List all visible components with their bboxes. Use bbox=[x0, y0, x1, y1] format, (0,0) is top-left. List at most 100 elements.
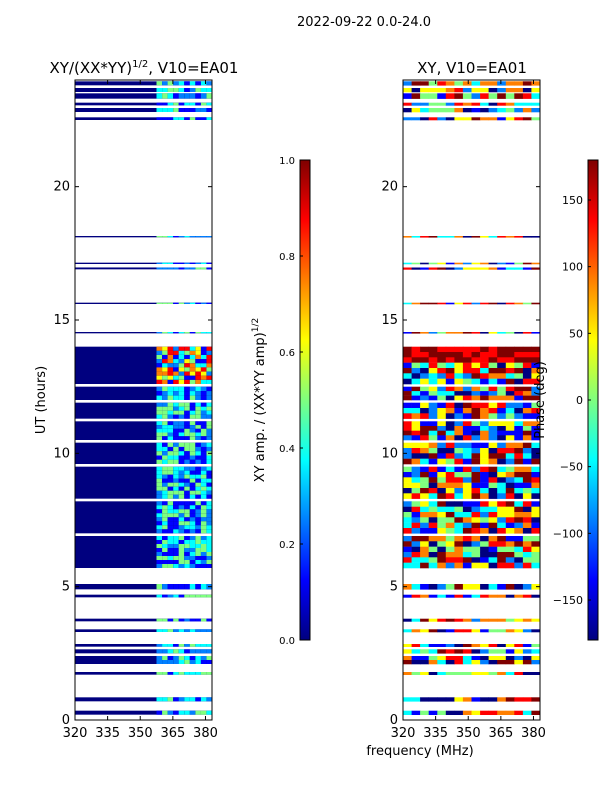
heatmap-cell bbox=[178, 478, 185, 483]
heatmap-cell bbox=[184, 656, 190, 660]
heatmap-cell bbox=[403, 378, 412, 385]
heatmap-cell bbox=[531, 482, 540, 489]
heatmap-cell bbox=[184, 629, 190, 632]
heatmap-cell bbox=[471, 391, 481, 396]
heatmap-cell bbox=[531, 472, 540, 478]
heatmap-cell bbox=[480, 352, 489, 358]
heatmap-cell bbox=[480, 584, 489, 590]
heatmap-cell bbox=[173, 108, 179, 112]
heatmap-cell bbox=[445, 93, 455, 99]
heatmap-cell bbox=[505, 302, 515, 305]
heatmap-cell bbox=[173, 505, 179, 510]
heatmap-cell bbox=[156, 262, 162, 264]
heatmap-cell bbox=[454, 618, 464, 622]
heatmap-cell bbox=[411, 236, 421, 238]
heatmap-cell bbox=[480, 402, 489, 409]
heatmap-cell bbox=[505, 346, 515, 353]
heatmap-cell bbox=[200, 455, 207, 460]
heatmap-cell bbox=[471, 453, 481, 459]
heatmap-cell bbox=[428, 656, 438, 661]
heatmap-cell bbox=[514, 262, 524, 265]
heatmap-cell bbox=[162, 501, 168, 506]
heatmap-cell bbox=[200, 432, 207, 437]
heatmap-cell bbox=[156, 442, 162, 447]
heatmap-cell bbox=[514, 522, 524, 529]
heatmap-cell bbox=[531, 346, 540, 353]
heatmap-cell bbox=[428, 644, 438, 647]
heatmap-cell bbox=[162, 88, 168, 92]
heatmap-cell bbox=[411, 517, 421, 523]
heatmap-cell bbox=[162, 367, 168, 372]
heatmap-cell bbox=[488, 710, 498, 715]
heatmap-cell bbox=[162, 442, 168, 447]
heatmap-cell bbox=[178, 672, 185, 675]
heatmap-cell bbox=[531, 506, 540, 513]
heatmap-cell bbox=[505, 697, 515, 702]
heatmap-cell bbox=[403, 466, 412, 473]
heatmap-cell bbox=[156, 302, 162, 304]
heatmap-cell bbox=[522, 506, 532, 513]
heatmap-cell bbox=[178, 108, 185, 112]
heatmap-cell bbox=[156, 513, 162, 518]
heatmap-cell bbox=[514, 644, 524, 647]
heatmap-cell bbox=[462, 552, 472, 558]
heatmap-cell bbox=[200, 672, 207, 675]
left-ylabel: UT (hours) bbox=[34, 366, 49, 434]
heatmap-cell bbox=[200, 451, 207, 456]
heatmap-cell bbox=[173, 474, 179, 479]
heatmap-cell bbox=[200, 391, 207, 396]
heatmap-cell bbox=[428, 102, 438, 106]
heatmap-cell bbox=[462, 430, 472, 436]
heatmap-cell bbox=[505, 386, 515, 392]
heatmap-cell bbox=[403, 644, 412, 647]
heatmap-cell bbox=[167, 355, 174, 360]
heatmap-cell bbox=[454, 562, 464, 569]
heatmap-cell bbox=[462, 267, 472, 270]
heatmap-cell bbox=[505, 672, 515, 675]
heatmap-cell bbox=[189, 509, 196, 514]
heatmap-cell bbox=[411, 482, 421, 489]
heatmap-cell bbox=[420, 477, 429, 483]
heatmap-cell bbox=[178, 540, 185, 544]
heatmap-cell bbox=[195, 644, 201, 647]
heatmap-cell bbox=[505, 453, 515, 459]
heatmap-cell bbox=[156, 474, 162, 479]
heatmap-cell bbox=[437, 618, 447, 622]
heatmap-cell bbox=[522, 413, 532, 419]
heatmap-cell bbox=[488, 262, 498, 265]
heatmap-cell bbox=[437, 262, 447, 265]
heatmap-cell bbox=[445, 584, 455, 590]
heatmap-cell bbox=[173, 386, 179, 392]
heatmap-cell bbox=[488, 102, 498, 106]
heatmap-cell bbox=[403, 448, 412, 454]
heatmap-cell bbox=[514, 649, 524, 654]
heatmap-cell bbox=[471, 362, 481, 369]
heatmap-cell bbox=[445, 378, 455, 385]
heatmap-cell bbox=[184, 367, 190, 372]
heatmap-cell bbox=[156, 552, 162, 556]
heatmap-cell bbox=[206, 486, 212, 491]
heatmap-cell bbox=[200, 302, 207, 304]
heatmap-cell bbox=[189, 478, 196, 483]
heatmap-cell bbox=[488, 512, 498, 518]
heatmap-cell bbox=[480, 618, 489, 622]
heatmap-cell bbox=[462, 644, 472, 647]
heatmap-cell bbox=[189, 350, 196, 355]
heatmap-cell bbox=[480, 395, 489, 401]
heatmap-cell bbox=[428, 408, 438, 414]
heatmap-cell bbox=[200, 697, 207, 702]
heatmap-cell bbox=[522, 697, 532, 702]
heatmap-cell bbox=[471, 421, 481, 427]
heatmap-cell bbox=[505, 421, 515, 427]
heatmap-cell bbox=[189, 267, 196, 270]
heatmap-cell bbox=[178, 564, 185, 568]
heatmap-cell bbox=[522, 357, 532, 363]
heatmap-cell bbox=[195, 517, 201, 522]
heatmap-cell bbox=[156, 446, 162, 452]
heatmap-cell bbox=[454, 402, 464, 409]
heatmap-cell bbox=[167, 93, 174, 99]
heatmap-cell bbox=[184, 529, 190, 534]
heatmap-cell bbox=[206, 478, 212, 483]
heatmap-cell bbox=[445, 656, 455, 661]
heatmap-cell bbox=[195, 618, 201, 622]
